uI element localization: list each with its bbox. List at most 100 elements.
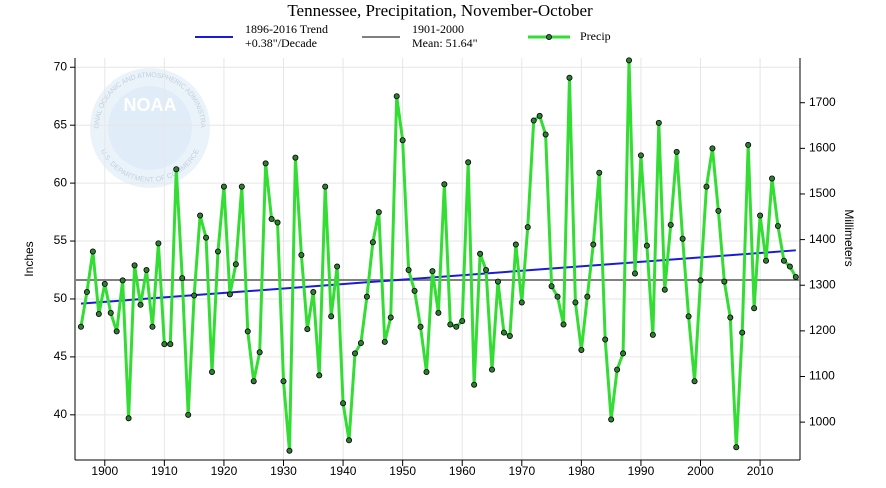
data-point (304, 326, 311, 333)
data-point (155, 240, 162, 247)
data-point (107, 309, 114, 316)
x-tick-label: 1910 (151, 464, 178, 478)
data-point (310, 289, 317, 296)
data-point (369, 239, 376, 246)
data-point (322, 183, 329, 190)
x-tick-label: 1940 (330, 464, 357, 478)
data-point (161, 341, 168, 348)
data-point (351, 350, 358, 357)
legend-label: 1901-2000 (412, 22, 464, 36)
legend-label: +0.38"/Decade (245, 36, 317, 50)
data-point (113, 328, 120, 335)
data-point (387, 314, 394, 321)
data-point (637, 152, 644, 159)
y2-tick-label: 1100 (809, 369, 835, 383)
data-point (280, 378, 287, 385)
logo-text: NOAA (124, 95, 177, 115)
logo-inner (108, 86, 192, 170)
data-point (506, 333, 513, 340)
y2-tick-label: 1700 (809, 95, 836, 109)
data-point (691, 378, 698, 385)
data-point (631, 270, 638, 277)
y-tick-label: 40 (54, 407, 68, 421)
data-point (226, 291, 233, 298)
data-point (530, 117, 537, 124)
data-point (489, 366, 496, 373)
data-point (739, 329, 746, 336)
data-point (780, 257, 787, 264)
x-tick-label: 1930 (270, 464, 297, 478)
data-point (584, 293, 591, 300)
data-point (185, 411, 192, 418)
data-point (494, 278, 501, 285)
data-point (643, 242, 650, 249)
data-point (572, 299, 579, 306)
data-point (250, 378, 257, 385)
data-point (197, 212, 204, 219)
data-point (465, 159, 472, 166)
data-point (203, 234, 210, 241)
data-point (149, 323, 156, 330)
data-point (667, 221, 674, 228)
data-point (363, 293, 370, 300)
data-point (524, 224, 531, 231)
data-point (548, 283, 555, 290)
data-point (131, 262, 138, 269)
data-point (596, 169, 603, 176)
data-point (518, 299, 525, 306)
data-point (167, 341, 174, 348)
data-point (220, 183, 227, 190)
y-tick-label: 45 (54, 349, 68, 363)
data-point (792, 273, 799, 280)
data-point (566, 74, 573, 81)
data-point (244, 328, 251, 335)
data-point (137, 301, 144, 308)
data-point (709, 145, 716, 152)
data-point (435, 309, 442, 316)
data-point (405, 267, 412, 274)
data-point (679, 235, 686, 242)
x-tick-label: 2000 (687, 464, 714, 478)
data-point (661, 286, 668, 293)
data-point (346, 437, 353, 444)
data-point (292, 154, 299, 161)
data-point (441, 181, 448, 188)
x-tick-label: 1980 (568, 464, 595, 478)
data-point (471, 381, 478, 388)
data-point (655, 119, 662, 126)
data-point (411, 287, 418, 294)
data-point (191, 292, 198, 299)
data-point (685, 313, 692, 320)
y2-tick-label: 1400 (809, 232, 836, 246)
data-point (453, 323, 460, 330)
data-point (626, 57, 633, 64)
data-point (83, 289, 90, 296)
data-point (143, 267, 150, 274)
data-point (774, 222, 781, 229)
data-point (298, 251, 305, 258)
x-tick-label: 1920 (211, 464, 238, 478)
data-point (125, 415, 132, 422)
y2-tick-label: 1500 (809, 186, 836, 200)
data-point (214, 248, 221, 255)
y-tick-label: 65 (54, 117, 68, 131)
data-point (459, 317, 466, 324)
y-tick-label: 70 (54, 59, 68, 73)
data-point (721, 278, 728, 285)
x-tick-label: 1900 (91, 464, 118, 478)
data-point (542, 131, 549, 138)
y2-tick-label: 1600 (809, 141, 836, 155)
data-point (536, 112, 543, 119)
data-point (429, 268, 436, 275)
y-axis-label: Inches (22, 241, 36, 276)
data-point (119, 277, 126, 284)
data-point (328, 313, 335, 320)
data-point (554, 293, 561, 300)
legend-label: Mean: 51.64" (412, 36, 478, 50)
data-point (101, 280, 108, 287)
data-point (757, 212, 764, 219)
y2-tick-label: 1000 (809, 414, 836, 428)
data-point (608, 416, 615, 423)
data-point (357, 339, 364, 346)
data-point (393, 93, 400, 100)
